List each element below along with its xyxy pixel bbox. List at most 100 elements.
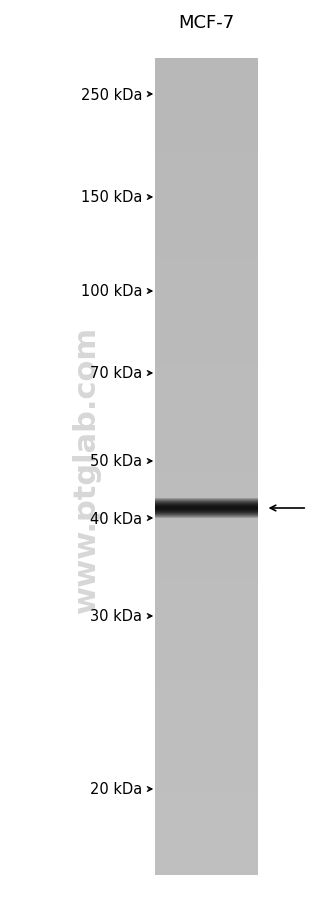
Bar [155,80,258,83]
Bar [155,385,258,388]
Bar [155,790,258,794]
Bar [155,744,258,747]
Bar [155,608,258,611]
Bar [155,467,258,470]
Bar [155,771,258,774]
Bar [155,284,258,287]
Bar [155,586,258,589]
Bar [155,630,258,633]
Bar [155,679,258,682]
Bar [155,137,258,140]
Bar [155,666,258,668]
Bar [155,281,258,284]
Text: 40 kDa: 40 kDa [90,511,142,526]
Bar [155,815,258,818]
Bar [155,273,258,276]
Bar [155,126,258,129]
Bar [155,848,258,851]
Bar [155,832,258,834]
Bar [155,603,258,605]
Bar [155,318,258,320]
Bar [155,134,258,137]
Bar [155,206,258,208]
Bar [155,320,258,323]
Bar [155,187,258,189]
Bar [155,872,258,875]
Bar [155,380,258,382]
Bar [155,339,258,342]
Bar [155,652,258,655]
Bar [155,478,258,481]
Bar [155,146,258,149]
Bar [155,826,258,829]
Bar [155,170,258,173]
Bar [155,851,258,853]
Bar [155,107,258,110]
Bar [155,412,258,415]
Bar [155,132,258,134]
Bar [155,641,258,644]
Bar [155,75,258,78]
Bar [155,829,258,832]
Text: MCF-7: MCF-7 [178,14,235,32]
Bar [155,760,258,763]
Bar [155,453,258,456]
Bar [155,644,258,647]
Bar [155,143,258,146]
Bar [155,505,258,508]
Bar [155,782,258,785]
Bar [155,613,258,616]
Bar [155,423,258,426]
Bar [155,458,258,461]
Bar [155,540,258,543]
Bar [155,249,258,252]
Bar [155,639,258,641]
Bar [155,345,258,347]
Bar [155,486,258,489]
Bar [155,489,258,492]
Bar [155,64,258,67]
Bar [155,766,258,769]
Bar [155,105,258,107]
Text: www.ptglab.com: www.ptglab.com [72,326,101,612]
Bar [155,372,258,374]
Bar [155,238,258,241]
Bar [155,627,258,630]
Bar [155,262,258,265]
Bar [155,578,258,581]
Bar [155,663,258,666]
Text: 150 kDa: 150 kDa [81,190,142,206]
Bar [155,810,258,813]
Bar [155,693,258,695]
Bar [155,649,258,652]
Bar [155,685,258,687]
Bar [155,750,258,752]
Bar [155,821,258,824]
Bar [155,323,258,326]
Bar [155,268,258,271]
Bar [155,382,258,385]
Bar [155,300,258,303]
Bar [155,717,258,720]
Bar [155,676,258,679]
Bar [155,636,258,639]
Bar [155,546,258,548]
Bar [155,309,258,312]
Bar [155,401,258,404]
Bar [155,347,258,350]
Bar [155,200,258,203]
Bar [155,222,258,225]
Bar [155,668,258,671]
Bar [155,796,258,799]
Bar [155,621,258,624]
Bar [155,616,258,619]
Bar [155,246,258,249]
Bar [155,276,258,279]
Bar [155,752,258,755]
Bar [155,447,258,450]
Bar [155,431,258,434]
Bar [155,219,258,222]
Bar [155,189,258,192]
Bar [155,706,258,709]
Bar [155,867,258,870]
